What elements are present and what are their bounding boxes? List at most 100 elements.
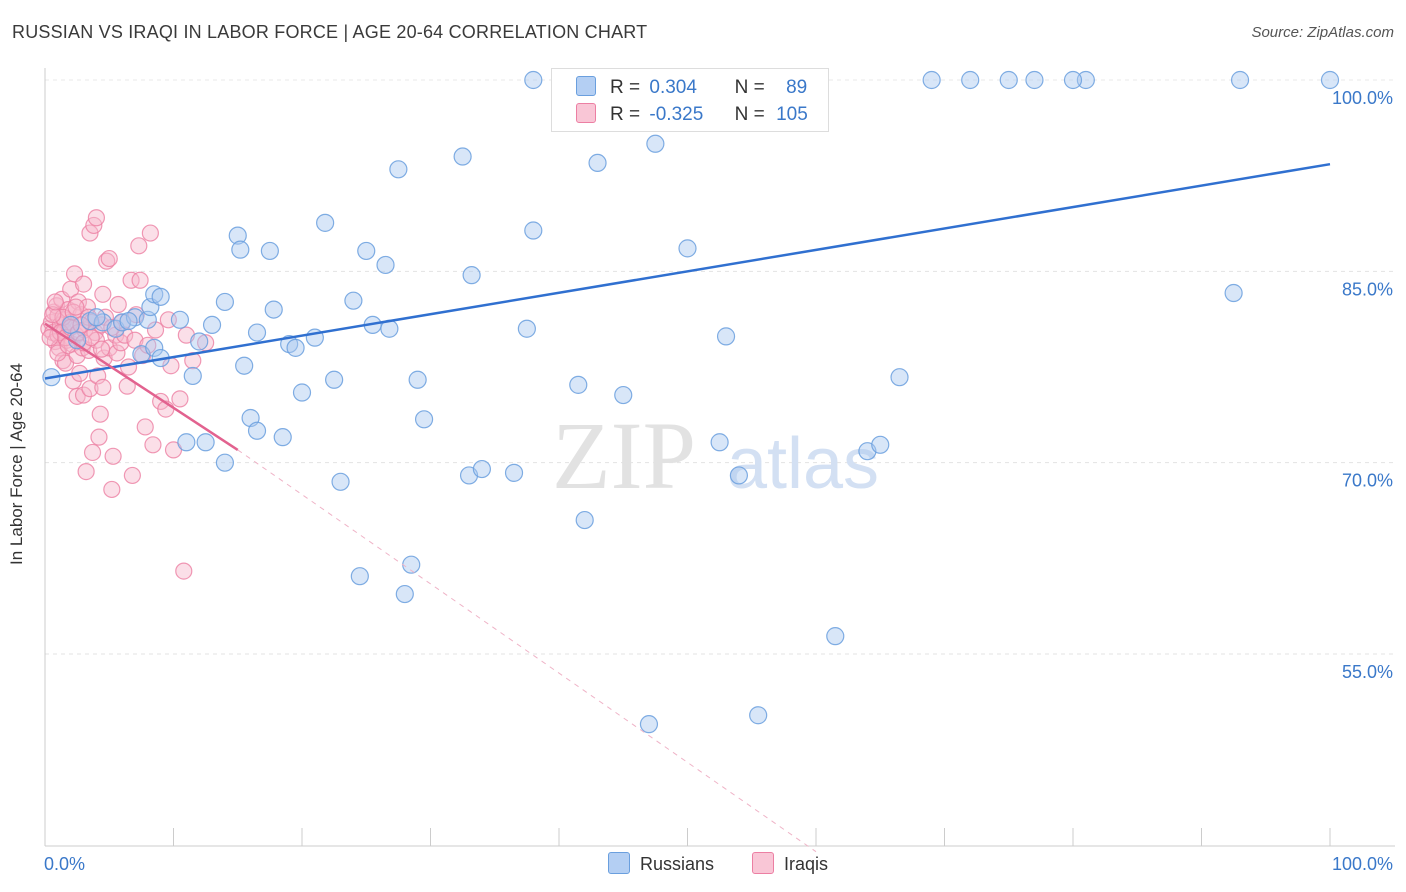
iraqis-swatch <box>576 103 596 123</box>
russians-point <box>1224 283 1243 303</box>
russians-swatch <box>576 76 596 96</box>
iraqis-point <box>141 224 159 242</box>
bottom-iraqis-swatch <box>752 852 774 874</box>
legend-row-russians: R = 0.304 N = 89 <box>576 76 807 100</box>
russians-point <box>1025 70 1044 90</box>
russians-point <box>646 134 665 153</box>
watermark-zip: ZIP <box>552 402 696 509</box>
russians-point <box>344 291 363 310</box>
russians-point <box>260 241 279 261</box>
russians-point <box>504 463 524 482</box>
russians-point <box>228 226 247 245</box>
russians-point <box>453 147 472 166</box>
y-tick-label: 100.0% <box>1332 88 1393 108</box>
russians-point <box>177 433 196 452</box>
russians-point <box>231 240 250 259</box>
russians-point <box>316 213 335 232</box>
russians-point <box>408 370 427 389</box>
russians-point <box>1063 70 1083 90</box>
russians-n-value: 89 <box>786 77 808 98</box>
russians-point <box>524 221 543 240</box>
iraqis-point <box>98 252 116 270</box>
iraqis-n-label: N = <box>734 104 765 125</box>
russians-point <box>215 453 234 472</box>
iraqis-point <box>94 285 112 303</box>
bottom-legend-iraqis: Iraqis <box>752 852 828 875</box>
iraqis-point <box>131 271 149 289</box>
iraqis-trend-line <box>44 322 239 451</box>
iraqis-point <box>41 329 59 347</box>
russians-point <box>614 385 633 405</box>
russians-point <box>196 433 215 452</box>
iraqis-point <box>175 562 193 580</box>
chart-title: RUSSIAN VS IRAQI IN LABOR FORCE | AGE 20… <box>12 22 648 42</box>
trend-lines <box>44 162 1331 853</box>
iraqis-point <box>91 405 109 423</box>
iraqis-point <box>83 443 102 462</box>
russians-point <box>961 70 980 90</box>
russians-point <box>462 266 481 285</box>
russians-point <box>517 319 536 338</box>
russians-point <box>729 466 749 485</box>
watermark: ZIP atlas <box>552 402 879 509</box>
y-tick-label: 85.0% <box>1342 279 1393 299</box>
iraqis-point <box>92 340 111 358</box>
x-tick-label-max: 100.0% <box>1332 854 1393 874</box>
russians-point <box>325 370 344 389</box>
russians-point <box>235 356 254 375</box>
russians-point <box>87 308 106 327</box>
tick-labels: 55.0% 70.0% 85.0% 100.0% 0.0% 100.0% <box>44 88 1393 874</box>
russians-point <box>215 292 234 312</box>
iraqis-point <box>90 428 108 446</box>
russians-point <box>1230 70 1250 90</box>
russians-point <box>639 715 659 734</box>
iraqis-point <box>81 380 99 398</box>
axes <box>44 68 1395 847</box>
y-axis-label: In Labor Force | Age 20-64 <box>7 363 26 565</box>
russians-point <box>710 433 729 452</box>
bottom-legend-russians: Russians <box>608 852 714 875</box>
russians-trend-line <box>44 162 1331 380</box>
iraqis-point <box>67 298 85 316</box>
russians-point <box>389 160 408 179</box>
russians-point <box>286 338 305 357</box>
russians-point <box>247 421 267 440</box>
russians-point <box>749 706 768 725</box>
iraqis-point <box>74 386 93 404</box>
russians-point <box>1076 70 1095 90</box>
russians-series <box>42 70 1340 734</box>
watermark-atlas: atlas <box>727 424 879 504</box>
russians-n-label: N = <box>734 77 765 98</box>
russians-point <box>395 584 414 604</box>
russians-point <box>247 323 267 342</box>
russians-point <box>524 70 543 90</box>
iraqis-point <box>87 209 106 227</box>
russians-point <box>569 375 588 394</box>
iraqis-point <box>122 271 140 289</box>
iraqis-point <box>77 462 95 481</box>
iraqis-r-value: -0.325 <box>649 104 704 125</box>
iraqis-trend-extension <box>237 449 817 853</box>
iraqis-point <box>104 447 122 465</box>
russians-point <box>575 510 594 530</box>
russians-point <box>170 310 190 329</box>
legend: R = 0.304 N = 89 R = -0.325 N = 105 <box>551 68 829 132</box>
russians-point <box>376 255 395 275</box>
russians-point <box>588 153 607 173</box>
iraqis-point <box>171 390 189 408</box>
iraqis-point <box>130 237 148 255</box>
iraqis-point <box>103 480 121 499</box>
iraqis-point <box>100 249 118 268</box>
russians-r-value: 0.304 <box>649 77 697 98</box>
russians-r-label: R = <box>610 77 641 98</box>
legend-row-iraqis: R = -0.325 N = 105 <box>576 103 808 127</box>
russians-point <box>472 459 491 479</box>
iraqis-point <box>119 358 138 376</box>
y-tick-label: 55.0% <box>1342 662 1393 682</box>
iraqis-point <box>46 293 64 311</box>
y-tick-label: 70.0% <box>1342 471 1393 491</box>
russians-point <box>202 315 222 335</box>
russians-point <box>273 428 292 447</box>
iraqis-point <box>123 466 141 485</box>
x-tick-label-min: 0.0% <box>44 854 85 874</box>
